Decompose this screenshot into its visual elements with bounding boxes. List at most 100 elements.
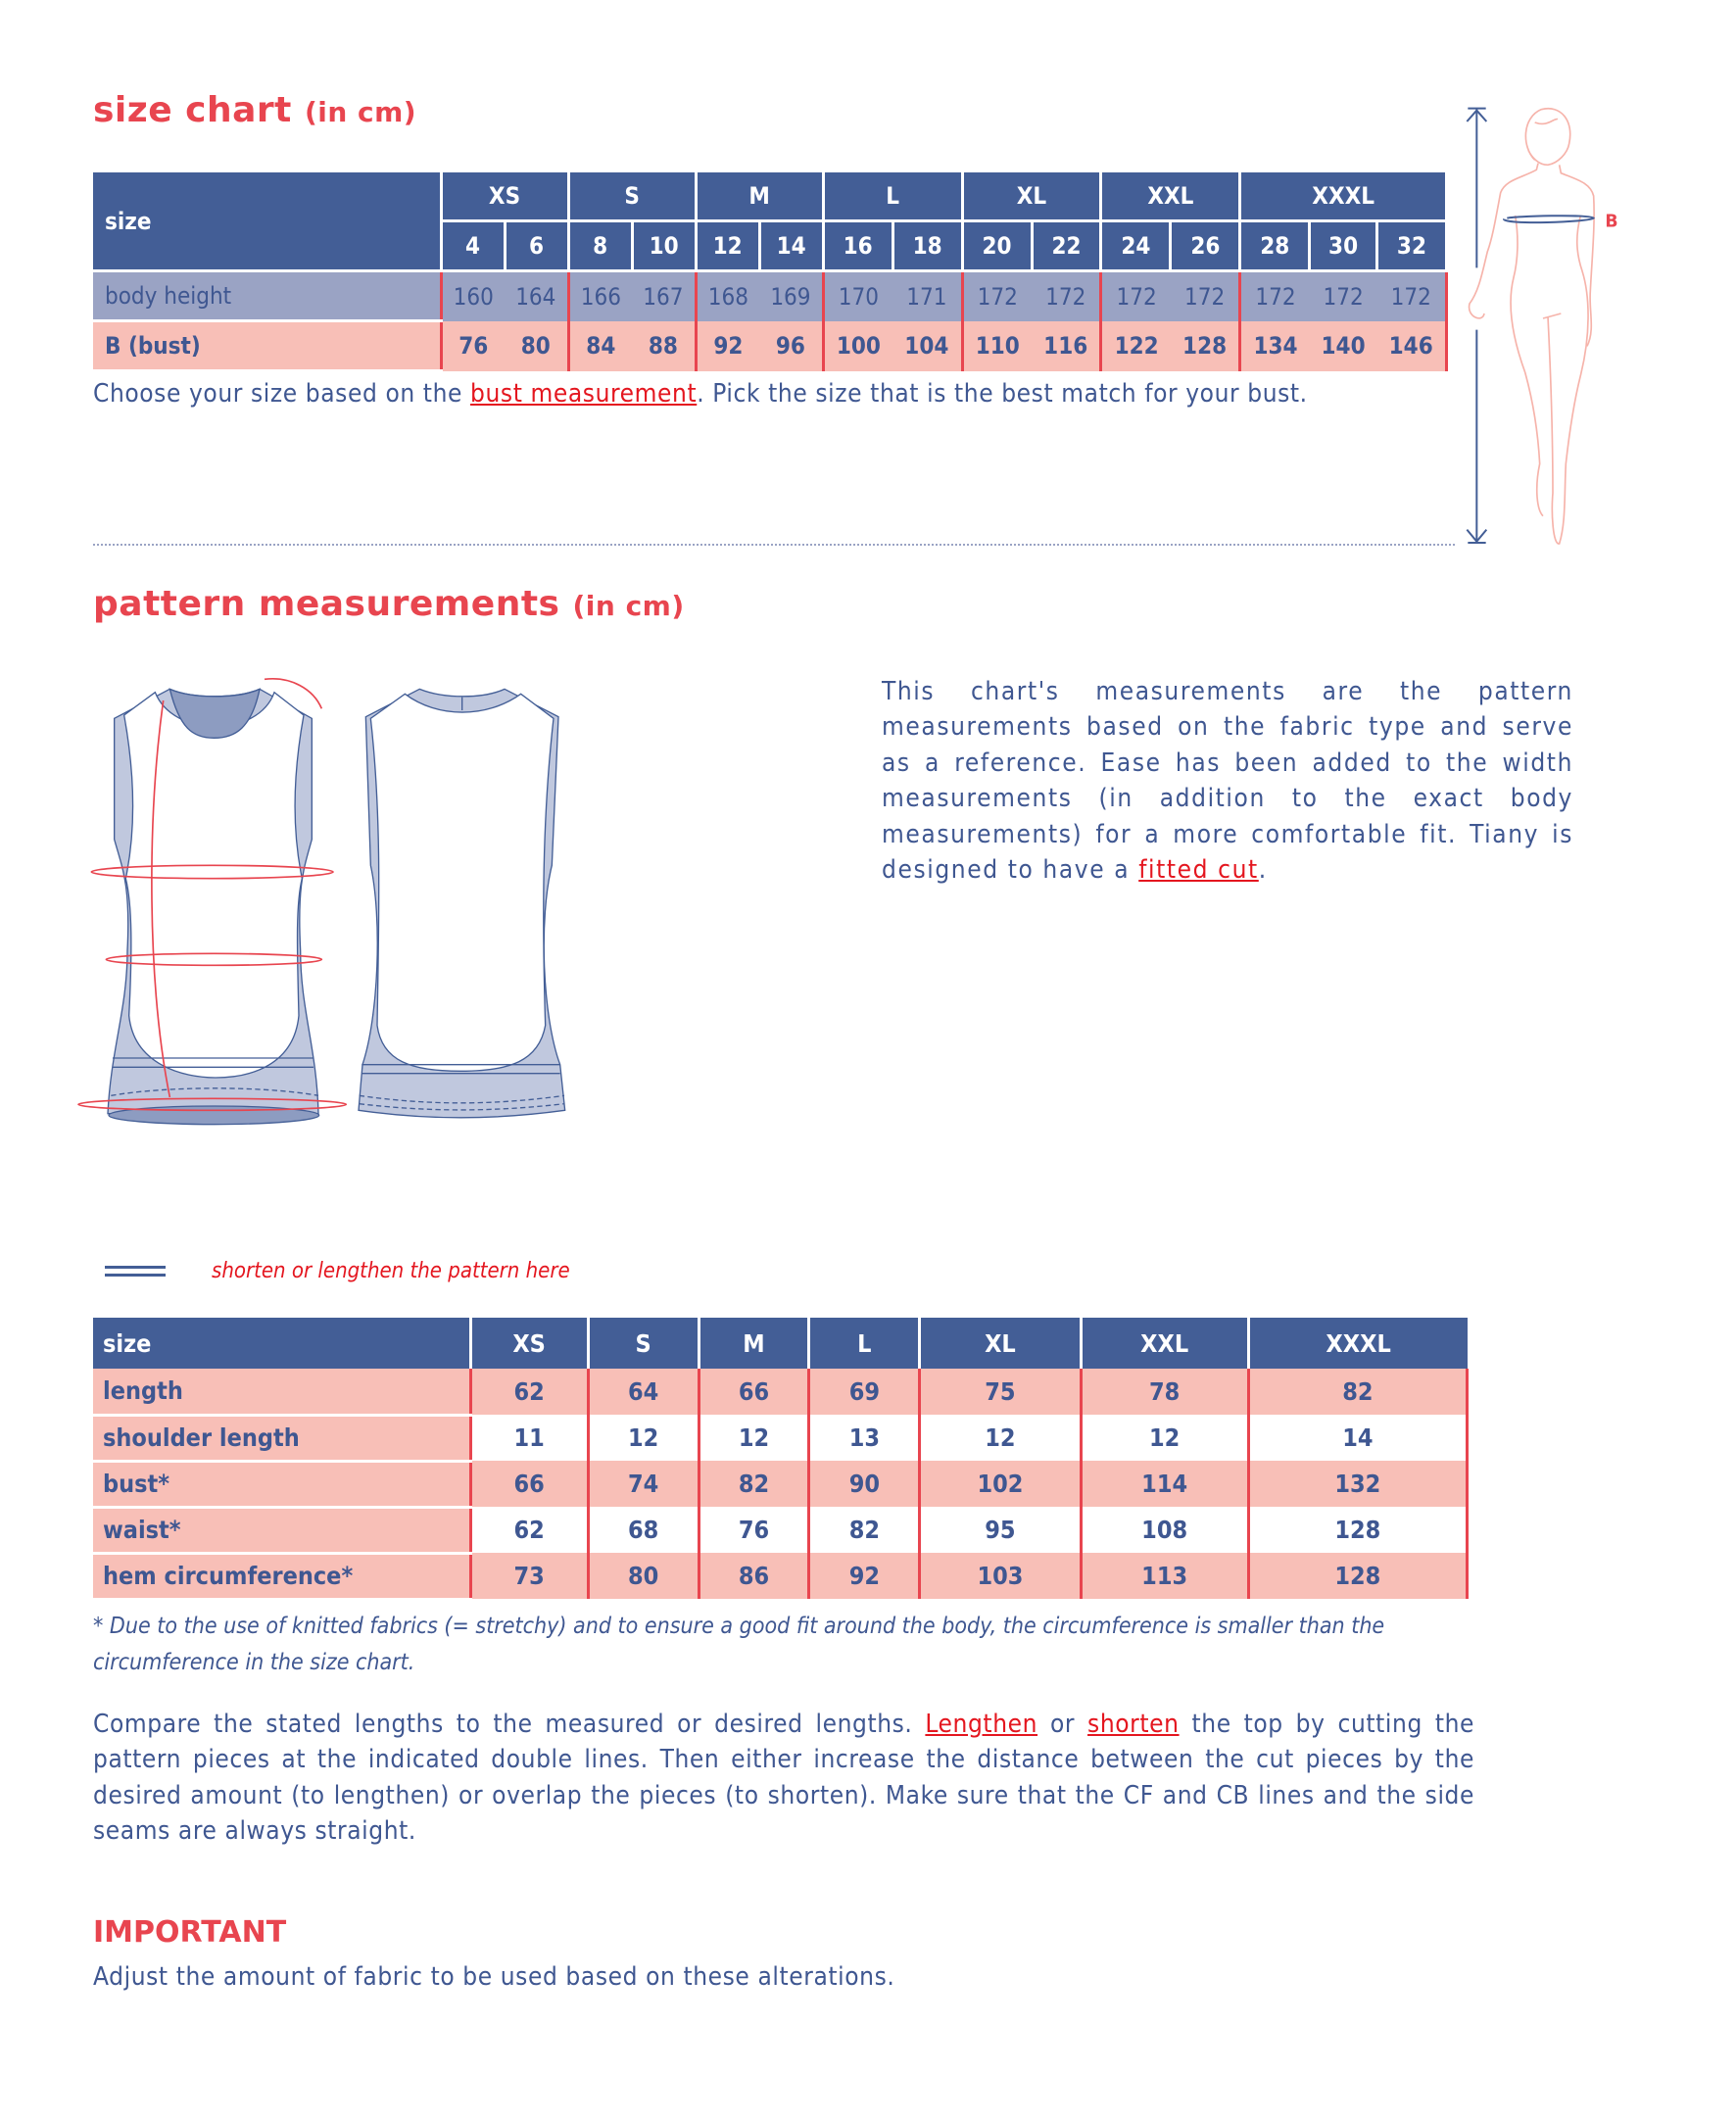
fitted-cut-link[interactable]: fitted cut	[1138, 855, 1259, 886]
table-cell: 108	[1079, 1507, 1249, 1553]
table-cell: 92	[694, 320, 760, 371]
bust-measurement-link[interactable]: bust measurement	[470, 379, 698, 409]
table-cell: 104	[892, 320, 963, 371]
table-cell: 82	[807, 1507, 920, 1553]
table-cell: 172	[1376, 270, 1449, 321]
table-cell: 64	[586, 1369, 699, 1415]
size-number-header: 14	[757, 219, 825, 272]
table-cell: 14	[1246, 1415, 1470, 1461]
important-heading: IMPORTANT	[93, 1915, 287, 1950]
bust-measure-line	[1502, 215, 1595, 224]
table-cell: 128	[1170, 320, 1240, 371]
size-group-header: L	[821, 169, 964, 222]
row-label: B (bust)	[93, 320, 441, 372]
size-number-header: 4	[439, 219, 506, 272]
table-cell: 172	[1238, 270, 1310, 321]
table-cell: 100	[821, 320, 893, 371]
row-label-text: body height	[105, 282, 232, 310]
size-group-header: M	[694, 169, 825, 222]
table-cell: 96	[759, 320, 824, 371]
row-label: waist*	[93, 1507, 470, 1555]
table-cell: 103	[918, 1553, 1082, 1599]
footnote: * Due to the use of knitted fabrics (= s…	[93, 1614, 1385, 1675]
size-column-header: M	[697, 1318, 809, 1369]
lengthen-link[interactable]: Lengthen	[925, 1710, 1038, 1739]
size-number-header: 24	[1099, 219, 1173, 272]
table-cell: 88	[632, 320, 697, 371]
size-column-header: L	[807, 1318, 920, 1369]
table-cell: 114	[1079, 1461, 1249, 1507]
table-row: B (bust) 76 80 84 88 92 96 100 104 110 116 122 128 13…	[93, 320, 1449, 372]
size-number-header: 8	[566, 219, 634, 272]
table-cell: 122	[1099, 320, 1171, 371]
front-garment-icon	[107, 688, 320, 1126]
table-cell: 95	[918, 1507, 1082, 1553]
important-text: Adjust the amount of fabric to be used b…	[93, 1962, 895, 1992]
size-group-header: XL	[960, 169, 1103, 222]
table-cell: 69	[807, 1369, 920, 1415]
table-cell: 92	[807, 1553, 920, 1599]
table-cell: 62	[468, 1369, 589, 1415]
table-cell: 146	[1376, 320, 1449, 371]
table-cell: 74	[586, 1461, 699, 1507]
table-cell: 113	[1079, 1553, 1249, 1599]
pattern-description: This chart's measurements are the patter…	[882, 677, 1573, 886]
table-cell: 128	[1246, 1507, 1470, 1553]
table-cell: 62	[468, 1507, 589, 1553]
row-label-bold: B	[105, 332, 121, 360]
table-row: waist* 62 68 76 82 95 108 128	[93, 1507, 1470, 1555]
size-number-header: 22	[1030, 219, 1103, 272]
size-column-header: XXXL	[1246, 1318, 1468, 1369]
table-cell: 140	[1309, 320, 1377, 371]
size-column-header: XS	[468, 1318, 589, 1369]
table-cell: 84	[566, 320, 633, 371]
table-cell: 12	[1079, 1415, 1249, 1461]
table-cell: 134	[1238, 320, 1310, 371]
size-number-header: 16	[821, 219, 894, 272]
size-number-header: 6	[503, 219, 570, 272]
table-row: shoulder length 11 12 12 13 12 12 14	[93, 1415, 1470, 1463]
table-cell: 166	[566, 270, 633, 321]
size-group-header: S	[566, 169, 698, 222]
table-cell: 169	[759, 270, 824, 321]
back-garment-icon	[358, 688, 566, 1119]
table-cell: 80	[586, 1553, 699, 1599]
table-cell: 116	[1032, 320, 1101, 371]
table-cell: 75	[918, 1369, 1082, 1415]
table-cell: 164	[505, 270, 569, 321]
size-number-header: 32	[1374, 219, 1449, 272]
table-cell: 66	[697, 1369, 809, 1415]
size-column-header: XXL	[1079, 1318, 1249, 1369]
table-cell: 11	[468, 1415, 589, 1461]
size-chart-title: size chart (in cm)	[93, 90, 417, 130]
table-cell: 168	[694, 270, 760, 321]
row-label: body height	[93, 270, 441, 322]
double-line-legend-icon	[105, 1266, 166, 1277]
table-cell: 172	[1032, 270, 1101, 321]
body-figure-illustration: B	[1466, 107, 1618, 545]
table-row: length 62 64 66 69 75 78 82	[93, 1369, 1470, 1417]
table-cell: 160	[439, 270, 506, 321]
row-label: bust*	[93, 1461, 470, 1509]
bust-label: B	[1605, 213, 1617, 232]
size-number-header: 20	[960, 219, 1034, 272]
row-label: shoulder length	[93, 1415, 470, 1463]
table-cell: 80	[505, 320, 569, 371]
table-cell: 12	[918, 1415, 1082, 1461]
pattern-title: pattern measurements (in cm)	[93, 584, 685, 624]
shorten-link[interactable]: shorten	[1087, 1710, 1180, 1739]
row-label: hem circumference*	[93, 1553, 470, 1601]
table-cell: 90	[807, 1461, 920, 1507]
pattern-measurements-table: size XS S M L XL XXL XXXL length 62 64 66 69 75 78 82 s…	[93, 1318, 1470, 1601]
size-column-header: XL	[918, 1318, 1082, 1369]
size-number-header: 30	[1308, 219, 1378, 272]
legend-text: shorten or lengthen the pattern here	[212, 1259, 570, 1283]
size-chart-table: size XS S M L XL XXL XXXL 4 6 8 10 12 14 16 18 20 22 24 26…	[93, 169, 1449, 372]
size-header: size	[93, 169, 443, 272]
table-cell: 12	[697, 1415, 809, 1461]
table-cell: 172	[960, 270, 1032, 321]
table-cell: 68	[586, 1507, 699, 1553]
size-note: Choose your size based on the bust measu…	[93, 379, 1308, 409]
table-cell: 132	[1246, 1461, 1470, 1507]
table-cell: 167	[632, 270, 697, 321]
